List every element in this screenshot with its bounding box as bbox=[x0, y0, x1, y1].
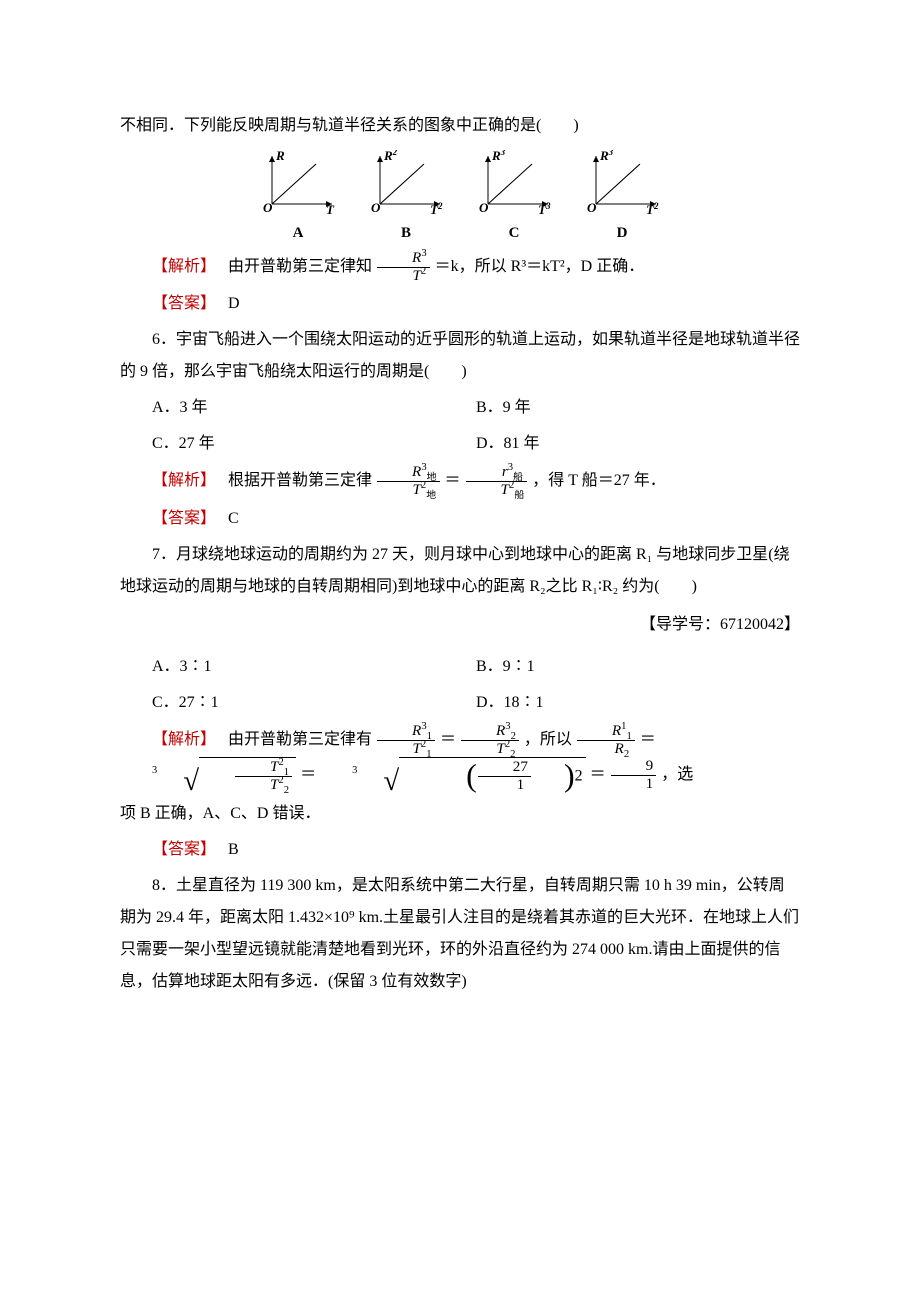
graph-D-svg: O R3 T2 bbox=[582, 150, 662, 216]
graphs-row: O R T A O R2 T2 B O R3 T3 C bbox=[120, 150, 800, 248]
graph-B: O R2 T2 B bbox=[366, 150, 446, 248]
q6-optC: C．27 年 bbox=[152, 428, 476, 460]
q5-answer: 【答案】 D bbox=[120, 288, 800, 320]
q6-options: A．3 年 B．9 年 bbox=[152, 392, 800, 424]
graph-C-svg: O R3 T3 bbox=[474, 150, 554, 216]
q7-optD: D．18∶1 bbox=[476, 687, 800, 719]
svg-text:O: O bbox=[371, 200, 381, 215]
q5-a1: 由开普勒第三定律知 bbox=[228, 258, 372, 275]
q6-a2: ，得 T 船＝27 年． bbox=[532, 472, 666, 489]
graph-C: O R3 T3 C bbox=[474, 150, 554, 248]
graph-A-svg: O R T bbox=[258, 150, 338, 216]
q7-a1: 由开普勒第三定律有 bbox=[228, 731, 372, 748]
svg-text:R3: R3 bbox=[599, 150, 614, 163]
graph-C-label: C bbox=[509, 218, 520, 248]
answer-label: 【答案】 bbox=[152, 841, 208, 858]
svg-text:O: O bbox=[263, 200, 273, 215]
q6-options-2: C．27 年 D．81 年 bbox=[152, 428, 800, 460]
q7-f1: R31 T21 bbox=[377, 723, 435, 757]
graph-A: O R T A bbox=[258, 150, 338, 248]
q6-optA: A．3 年 bbox=[152, 392, 476, 424]
q6-answer: 【答案】 C bbox=[120, 503, 800, 535]
q7-root2: 3√ ( 27 1 )2 bbox=[320, 757, 586, 793]
q7-mid4: ＝ bbox=[590, 766, 606, 783]
q7-analysis: 【解析】 由开普勒第三定律有 R31 T21 ＝ R32 T22 ，所以 R11… bbox=[120, 723, 800, 794]
q7-answer: 【答案】 B bbox=[120, 834, 800, 866]
svg-text:R2: R2 bbox=[383, 150, 398, 163]
svg-text:R3: R3 bbox=[491, 150, 506, 163]
q6-frac2: r3船 T2船 bbox=[466, 464, 528, 498]
q6-stem: 6．宇宙飞船进入一个围绕太阳运动的近乎圆形的轨道上运动，如果轨道半径是地球轨道半… bbox=[120, 324, 800, 388]
analysis-label: 【解析】 bbox=[152, 472, 208, 489]
svg-text:O: O bbox=[587, 200, 597, 215]
q8-stem: 8．土星直径为 119 300 km，是太阳系统中第二大行星，自转周期只需 10… bbox=[120, 870, 800, 998]
graph-A-label: A bbox=[293, 218, 304, 248]
svg-text:O: O bbox=[479, 200, 489, 215]
graph-D: O R3 T2 D bbox=[582, 150, 662, 248]
q5-analysis: 【解析】 由开普勒第三定律知 R3 T2 ＝k，所以 R³＝kT²，D 正确． bbox=[120, 250, 800, 284]
q5-a2: ＝k，所以 R³＝kT²，D 正确． bbox=[435, 258, 645, 275]
q5-frac: R3 T2 bbox=[377, 250, 430, 284]
svg-text:T2: T2 bbox=[646, 201, 659, 216]
analysis-label: 【解析】 bbox=[152, 731, 208, 748]
intro-line: 不相同．下列能反映周期与轨道半径关系的图象中正确的是( ) bbox=[120, 110, 800, 142]
q7-mid1: ，所以 bbox=[524, 731, 572, 748]
analysis-label: 【解析】 bbox=[152, 258, 208, 275]
q7-root1: 3√ T21 T22 bbox=[120, 757, 296, 793]
eq: ＝ bbox=[440, 731, 456, 748]
graph-B-svg: O R2 T2 bbox=[366, 150, 446, 216]
q7-optC: C．27∶1 bbox=[152, 687, 476, 719]
q6-optD: D．81 年 bbox=[476, 428, 800, 460]
q7-ans: B bbox=[228, 841, 239, 858]
q6-optB: B．9 年 bbox=[476, 392, 800, 424]
q7-f2: R32 T22 bbox=[461, 723, 519, 757]
q7-options: A．3∶1 B．9∶1 bbox=[152, 651, 800, 683]
svg-text:T3: T3 bbox=[538, 201, 551, 216]
q7-f3: R11 R2 bbox=[577, 723, 635, 757]
q7-tail: ，选 bbox=[661, 766, 693, 783]
svg-text:T2: T2 bbox=[430, 201, 443, 216]
q7-tail2: 项 B 正确，A、C、D 错误． bbox=[120, 798, 800, 830]
q7-optB: B．9∶1 bbox=[476, 651, 800, 683]
q7-optA: A．3∶1 bbox=[152, 651, 476, 683]
answer-label: 【答案】 bbox=[152, 295, 208, 312]
q7-res: 9 1 bbox=[611, 758, 657, 792]
q7-mid2: ＝ bbox=[640, 731, 656, 748]
q7-options-2: C．27∶1 D．18∶1 bbox=[152, 687, 800, 719]
graph-D-label: D bbox=[617, 218, 628, 248]
answer-label: 【答案】 bbox=[152, 510, 208, 527]
q6-analysis: 【解析】 根据开普勒第三定律 R3地 T2地 ＝ r3船 T2船 ，得 T 船＝… bbox=[120, 464, 800, 498]
q5-ans: D bbox=[228, 295, 240, 312]
q7-mid3: ＝ bbox=[300, 766, 316, 783]
q7-stem: 7．月球绕地球运动的周期约为 27 天，则月球中心到地球中心的距离 R₁ 与地球… bbox=[120, 539, 800, 603]
graph-B-label: B bbox=[401, 218, 411, 248]
q6-ans: C bbox=[228, 510, 239, 527]
svg-text:R: R bbox=[275, 150, 285, 163]
q6-frac1: R3地 T2地 bbox=[377, 464, 439, 498]
q7-guide: 【导学号：67120042】 bbox=[120, 609, 800, 641]
svg-text:T: T bbox=[326, 202, 335, 216]
q6-a1: 根据开普勒第三定律 bbox=[228, 472, 372, 489]
q6-eq: ＝ bbox=[445, 472, 461, 489]
